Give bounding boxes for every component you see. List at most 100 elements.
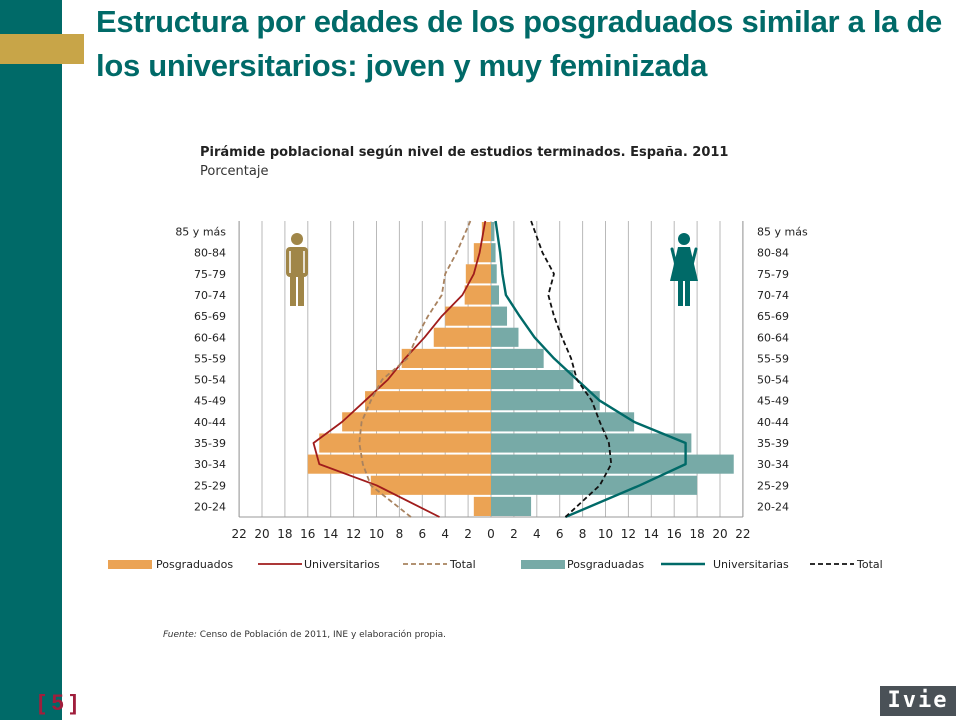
category-label-left: 65-69 (194, 310, 226, 323)
category-label-right: 55-59 (757, 352, 789, 365)
category-label-left: 40-44 (194, 416, 226, 429)
woman-icon-head (678, 233, 690, 245)
category-label-right: 80-84 (757, 247, 789, 260)
chart-subtitle: Porcentaje (200, 164, 269, 179)
x-tick-label: 18 (277, 527, 292, 541)
legend-swatch (108, 560, 152, 569)
male-bar-35-39 (319, 433, 491, 453)
man-icon-torso (286, 247, 308, 277)
x-tick-label: 14 (323, 527, 338, 541)
category-label-right: 60-64 (757, 331, 789, 344)
x-tick-label: 14 (644, 527, 659, 541)
category-label-left: 85 y más (175, 226, 226, 239)
x-tick-label: 8 (396, 527, 404, 541)
category-label-left: 70-74 (194, 289, 226, 302)
female-bar-60-64 (491, 327, 519, 347)
female-bar-20-24 (491, 496, 532, 516)
x-tick-label: 20 (254, 527, 269, 541)
male-bar-70-74 (464, 285, 491, 305)
category-label-right: 35-39 (757, 437, 789, 450)
female-bar-25-29 (491, 475, 698, 495)
x-tick-label: 10 (369, 527, 384, 541)
female-total-line (530, 220, 613, 518)
page-number: [ 5 ] (38, 690, 78, 715)
man-icon-head (291, 233, 303, 245)
x-tick-label: 8 (579, 527, 587, 541)
category-label-right: 20-24 (757, 500, 789, 513)
category-label-left: 30-34 (194, 458, 226, 471)
x-tick-label: 16 (667, 527, 682, 541)
male-line (312, 220, 487, 518)
x-tick-label: 6 (556, 527, 564, 541)
female-bar-85-y-más (491, 222, 495, 242)
female-bar-30-34 (491, 454, 734, 474)
legend-label: Universitarios (304, 558, 380, 571)
legend-label: Posgraduadas (567, 558, 644, 571)
category-label-right: 75-79 (757, 268, 789, 281)
x-tick-label: 12 (346, 527, 361, 541)
category-label-left: 20-24 (194, 500, 226, 513)
category-label-right: 25-29 (757, 479, 789, 492)
x-tick-label: 12 (621, 527, 636, 541)
category-label-left: 50-54 (194, 374, 226, 387)
male-bar-65-69 (445, 306, 491, 326)
woman-icon-leg (678, 281, 683, 306)
category-label-left: 75-79 (194, 268, 226, 281)
x-tick-label: 16 (300, 527, 315, 541)
x-tick-label: 4 (441, 527, 449, 541)
x-tick-label: 0 (487, 527, 495, 541)
female-bar-70-74 (491, 285, 500, 305)
legend-label: Posgraduados (156, 558, 233, 571)
x-tick-label: 22 (735, 527, 750, 541)
woman-icon-arm (688, 247, 698, 275)
source-label: Fuente: (163, 630, 197, 640)
male-bar-30-34 (307, 454, 491, 474)
x-tick-label: 2 (464, 527, 472, 541)
legend-label: Universitarias (713, 558, 789, 571)
x-tick-label: 10 (598, 527, 613, 541)
x-tick-label: 18 (689, 527, 704, 541)
male-bar-40-44 (342, 412, 491, 432)
chart-title: Pirámide poblacional según nivel de estu… (200, 145, 729, 160)
x-tick-label: 2 (510, 527, 518, 541)
male-bar-60-64 (433, 327, 491, 347)
category-label-left: 60-64 (194, 331, 226, 344)
left-brand-bar (0, 0, 62, 720)
slide-title: Estructura por edades de los posgraduado… (96, 4, 942, 83)
category-label-right: 30-34 (757, 458, 789, 471)
source-note: Fuente: Censo de Población de 2011, INE … (163, 630, 446, 640)
female-bar-65-69 (491, 306, 508, 326)
x-tick-label: 4 (533, 527, 541, 541)
legend-swatch (521, 560, 565, 569)
female-bar-75-79 (491, 264, 497, 284)
source-text: Censo de Población de 2011, INE y elabor… (196, 630, 446, 640)
male-bar-55-59 (401, 348, 491, 368)
female-bar-45-49 (491, 391, 600, 411)
woman-icon-leg (685, 281, 690, 306)
category-label-left: 55-59 (194, 352, 226, 365)
category-label-right: 50-54 (757, 374, 789, 387)
male-bar-50-54 (376, 370, 491, 390)
title-accent-bar (0, 34, 84, 64)
female-line (494, 220, 687, 519)
category-label-right: 65-69 (757, 310, 789, 323)
x-tick-label: 20 (712, 527, 727, 541)
legend-label: Total (856, 558, 883, 571)
category-label-left: 80-84 (194, 247, 226, 260)
ivie-logo: Ivie (880, 686, 956, 716)
category-label-left: 45-49 (194, 395, 226, 408)
woman-icon-arm (670, 247, 680, 275)
male-bar-20-24 (473, 496, 491, 516)
category-label-right: 40-44 (757, 416, 789, 429)
category-label-left: 25-29 (194, 479, 226, 492)
female-bar-40-44 (491, 412, 635, 432)
female-bar-55-59 (491, 348, 544, 368)
male-bar-85-y-más (481, 222, 491, 242)
male-bar-25-29 (370, 475, 491, 495)
category-label-left: 35-39 (194, 437, 226, 450)
category-label-right: 70-74 (757, 289, 789, 302)
man-icon-leg (290, 273, 296, 306)
x-tick-label: 6 (418, 527, 426, 541)
male-total-line (358, 220, 472, 518)
